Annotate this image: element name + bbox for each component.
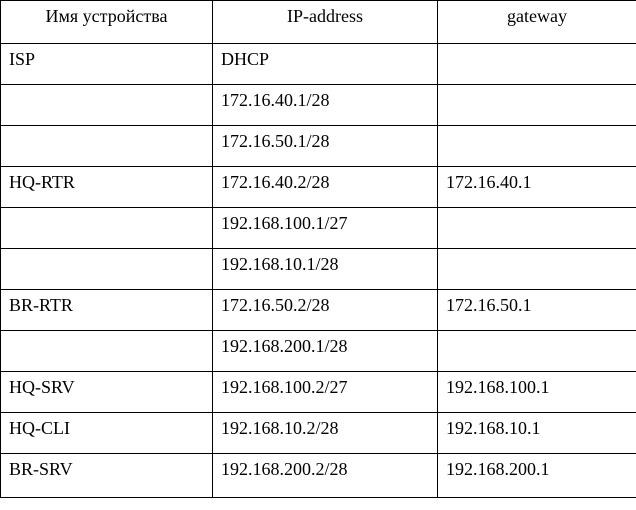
header-ip-address: IP-address bbox=[212, 0, 438, 44]
cell-ip-address: 172.16.40.2/28 bbox=[212, 166, 438, 208]
cell-ip-address: 192.168.100.2/27 bbox=[212, 371, 438, 413]
cell-ip-address: 192.168.200.2/28 bbox=[212, 453, 438, 498]
cell-ip-address: 172.16.40.1/28 bbox=[212, 84, 438, 126]
header-row: Имя устройства IP-address gateway bbox=[0, 0, 636, 44]
cell-gateway bbox=[437, 43, 636, 85]
cell-ip-address: 192.168.100.1/27 bbox=[212, 207, 438, 249]
cell-gateway bbox=[437, 207, 636, 249]
table-body: ISP DHCP 172.16.40.1/28 172.16.50.1/28 HQ-RT… bbox=[0, 43, 636, 498]
table-row: 192.168.200.1/28 bbox=[0, 330, 636, 372]
table-row: HQ-CLI 192.168.10.2/28 192.168.10.1 bbox=[0, 412, 636, 454]
addressing-table: Имя устройства IP-address gateway ISP DHC… bbox=[0, 0, 636, 498]
table-row: HQ-SRV 192.168.100.2/27 192.168.100.1 bbox=[0, 371, 636, 413]
cell-device-name: BR-SRV bbox=[0, 453, 213, 498]
cell-gateway: 172.16.40.1 bbox=[437, 166, 636, 208]
cell-device-name bbox=[0, 330, 213, 372]
cell-gateway bbox=[437, 248, 636, 290]
cell-gateway: 172.16.50.1 bbox=[437, 289, 636, 331]
cell-device-name bbox=[0, 125, 213, 167]
cell-gateway: 192.168.200.1 bbox=[437, 453, 636, 498]
cell-device-name: HQ-SRV bbox=[0, 371, 213, 413]
cell-ip-address: 172.16.50.1/28 bbox=[212, 125, 438, 167]
table-row: HQ-RTR 172.16.40.2/28 172.16.40.1 bbox=[0, 166, 636, 208]
cell-device-name: HQ-CLI bbox=[0, 412, 213, 454]
cell-gateway: 192.168.10.1 bbox=[437, 412, 636, 454]
header-gateway: gateway bbox=[437, 0, 636, 44]
table-row: 192.168.10.1/28 bbox=[0, 248, 636, 290]
cell-ip-address: 172.16.50.2/28 bbox=[212, 289, 438, 331]
table-row: BR-SRV 192.168.200.2/28 192.168.200.1 bbox=[0, 453, 636, 498]
cell-gateway bbox=[437, 330, 636, 372]
cell-ip-address: DHCP bbox=[212, 43, 438, 85]
cell-gateway: 192.168.100.1 bbox=[437, 371, 636, 413]
cell-device-name bbox=[0, 248, 213, 290]
cell-device-name: HQ-RTR bbox=[0, 166, 213, 208]
table-row: 172.16.50.1/28 bbox=[0, 125, 636, 167]
cell-device-name: BR-RTR bbox=[0, 289, 213, 331]
table-row: 192.168.100.1/27 bbox=[0, 207, 636, 249]
table-row: BR-RTR 172.16.50.2/28 172.16.50.1 bbox=[0, 289, 636, 331]
cell-device-name bbox=[0, 207, 213, 249]
cell-ip-address: 192.168.200.1/28 bbox=[212, 330, 438, 372]
cell-gateway bbox=[437, 84, 636, 126]
header-device-name: Имя устройства bbox=[0, 0, 213, 44]
cell-ip-address: 192.168.10.2/28 bbox=[212, 412, 438, 454]
table-row: 172.16.40.1/28 bbox=[0, 84, 636, 126]
cell-device-name bbox=[0, 84, 213, 126]
cell-device-name: ISP bbox=[0, 43, 213, 85]
cell-ip-address: 192.168.10.1/28 bbox=[212, 248, 438, 290]
cell-gateway bbox=[437, 125, 636, 167]
table-row: ISP DHCP bbox=[0, 43, 636, 85]
